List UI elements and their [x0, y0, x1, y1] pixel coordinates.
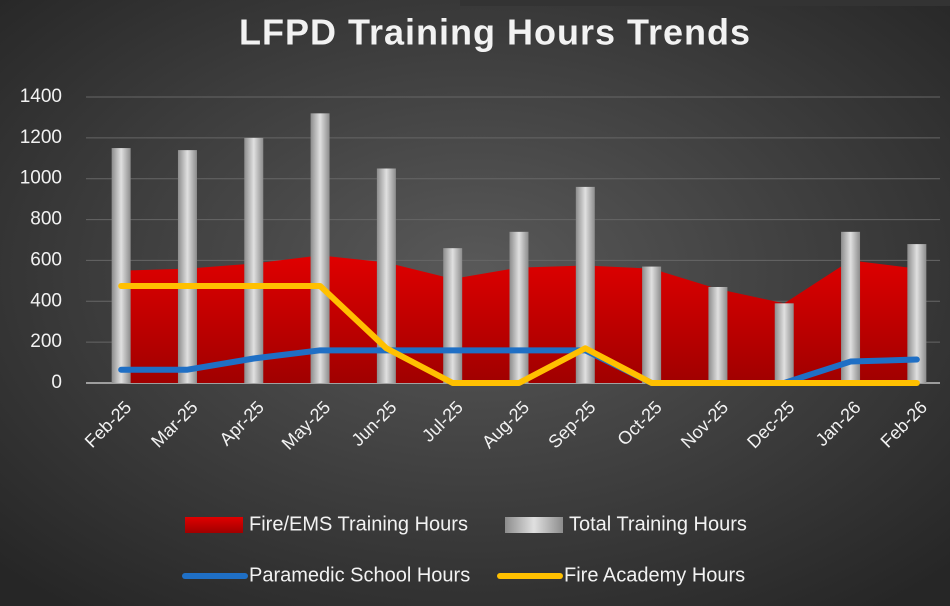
- y-tick-label: 1200: [20, 127, 62, 148]
- photo-strip: [460, 0, 950, 6]
- legend-label: Paramedic School Hours: [249, 564, 470, 586]
- line: [118, 282, 920, 386]
- y-tick-label: 800: [30, 209, 62, 230]
- y-tick-label: 1000: [20, 168, 62, 189]
- bar: [376, 168, 396, 383]
- legend-label: Fire/EMS Training Hours: [249, 513, 468, 535]
- chart-title: LFPD Training Hours Trends: [239, 12, 751, 53]
- bar: [310, 113, 330, 383]
- bar: [841, 231, 861, 383]
- bar: [244, 137, 264, 383]
- y-tick-label: 200: [30, 331, 62, 352]
- bar: [774, 303, 794, 383]
- y-tick-label: 400: [30, 290, 62, 311]
- y-tick-label: 0: [51, 372, 62, 393]
- bar: [642, 266, 662, 383]
- bar: [509, 231, 529, 383]
- bar: [177, 150, 197, 383]
- y-tick-label: 1400: [20, 86, 62, 107]
- bar: [443, 248, 463, 383]
- y-tick-label: 600: [30, 249, 62, 270]
- legend-swatch: [505, 517, 563, 533]
- legend-label: Total Training Hours: [569, 513, 747, 535]
- bar: [907, 244, 927, 383]
- legend-label: Fire Academy Hours: [564, 564, 745, 586]
- bar: [575, 186, 595, 383]
- bar: [111, 148, 131, 383]
- bar: [708, 286, 728, 383]
- legend-swatch: [185, 517, 243, 533]
